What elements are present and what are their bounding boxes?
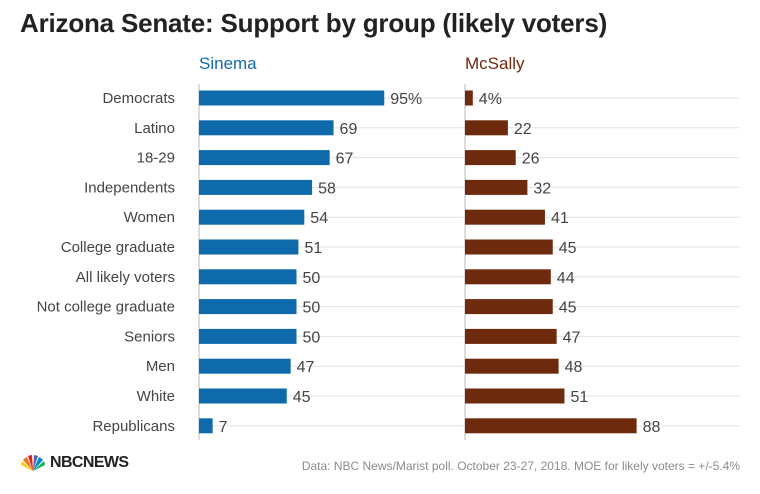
bar-sinema	[199, 150, 330, 166]
source-note: Data: NBC News/Marist poll. October 23-2…	[301, 459, 740, 473]
bar-sinema	[199, 120, 334, 136]
category-label: White	[137, 388, 175, 405]
bar-mcsally	[465, 269, 551, 285]
bar-mcsally	[465, 209, 545, 225]
data-label-mcsally: 41	[551, 210, 569, 227]
bar-mcsally	[465, 299, 553, 315]
data-label-sinema: 7	[219, 419, 228, 436]
data-label-sinema: 95%	[390, 91, 422, 108]
series-header-sinema: Sinema	[199, 54, 257, 73]
data-label-mcsally: 45	[559, 300, 577, 317]
data-label-mcsally: 88	[643, 419, 661, 436]
bar-mcsally	[465, 388, 565, 404]
bar-sinema	[199, 90, 385, 106]
bar-sinema	[199, 209, 305, 225]
bar-mcsally	[465, 328, 557, 344]
data-label-mcsally: 4%	[479, 91, 502, 108]
data-label-sinema: 54	[310, 210, 328, 227]
bar-sinema	[199, 328, 297, 344]
bar-sinema	[199, 388, 287, 404]
bar-mcsally	[465, 418, 637, 434]
logo-text: NBCNEWS	[50, 454, 129, 471]
nbc-news-logo: NBCNEWS	[20, 454, 129, 472]
data-label-mcsally: 26	[522, 151, 540, 168]
data-label-sinema: 51	[304, 240, 322, 257]
category-label: Republicans	[92, 418, 175, 435]
category-label: Not college graduate	[37, 299, 175, 316]
bar-sinema	[199, 358, 291, 374]
data-label-sinema: 47	[297, 359, 315, 376]
bar-mcsally	[465, 358, 559, 374]
data-label-sinema: 69	[340, 121, 358, 138]
data-label-mcsally: 22	[514, 121, 532, 138]
bar-sinema	[199, 179, 313, 195]
category-label: Latino	[134, 120, 175, 137]
bar-sinema	[199, 299, 297, 315]
bar-mcsally	[465, 150, 516, 166]
data-label-sinema: 50	[303, 300, 321, 317]
series-header-mcsally: McSally	[465, 54, 525, 73]
chart-title: Arizona Senate: Support by group (likely…	[20, 8, 608, 38]
data-label-sinema: 50	[303, 270, 321, 287]
category-label: Women	[124, 209, 175, 226]
data-label-mcsally: 44	[557, 270, 575, 287]
data-label-sinema: 50	[303, 329, 321, 346]
data-label-sinema: 67	[336, 151, 354, 168]
data-label-mcsally: 48	[565, 359, 583, 376]
bar-sinema	[199, 418, 213, 434]
bar-mcsally	[465, 90, 473, 106]
category-label: Men	[146, 358, 175, 375]
data-label-sinema: 45	[293, 389, 311, 406]
category-label: College graduate	[61, 239, 175, 256]
category-label: Democrats	[102, 90, 175, 107]
bar-mcsally	[465, 239, 553, 255]
category-label: 18-29	[137, 150, 175, 167]
data-label-mcsally: 32	[533, 180, 551, 197]
bar-mcsally	[465, 120, 508, 136]
data-label-mcsally: 47	[563, 329, 581, 346]
bar-mcsally	[465, 179, 528, 195]
bar-sinema	[199, 239, 299, 255]
data-label-sinema: 58	[318, 180, 336, 197]
category-label: Independents	[84, 179, 175, 196]
data-label-mcsally: 45	[559, 240, 577, 257]
data-label-mcsally: 51	[570, 389, 588, 406]
category-label: All likely voters	[76, 269, 175, 286]
bar-sinema	[199, 269, 297, 285]
category-label: Seniors	[124, 328, 175, 345]
nbc-peacock-icon	[21, 455, 45, 471]
